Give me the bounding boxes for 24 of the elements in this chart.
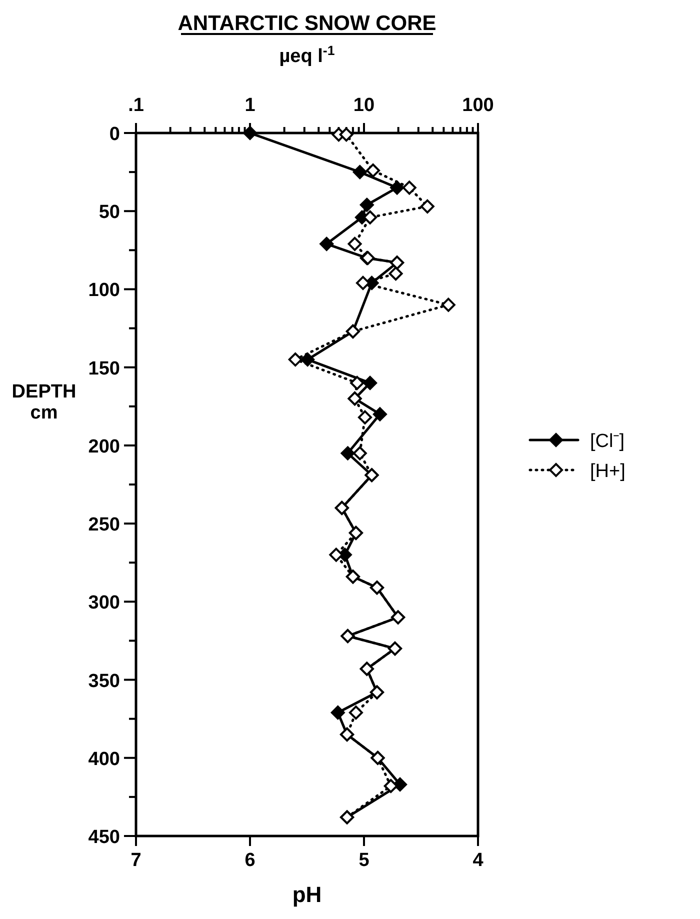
x2-tick-label: 100 xyxy=(462,95,494,116)
x2-tick-label: 10 xyxy=(353,95,375,116)
x-axis-title: pH xyxy=(292,882,322,907)
y-tick-label: 350 xyxy=(88,670,120,692)
x2-tick-label: 1 xyxy=(244,95,256,116)
x-tick-label: 7 xyxy=(130,850,142,871)
x2-tick-label: .1 xyxy=(128,95,144,116)
y-tick-label: 200 xyxy=(88,436,120,458)
x-tick-label: 4 xyxy=(472,850,484,871)
y-tick-label: 400 xyxy=(88,748,120,770)
y-tick-label: 0 xyxy=(109,124,120,145)
y-tick-label: 150 xyxy=(88,358,120,380)
y-tick-label: 300 xyxy=(88,592,120,614)
y-tick-label: 450 xyxy=(88,827,120,848)
y-tick-label: 250 xyxy=(88,514,120,536)
legend-label: [H+] xyxy=(590,461,626,482)
y-axis-title: DEPTH cm xyxy=(12,381,76,424)
x2-axis-title: µeq l$^{-1}$ xyxy=(279,42,336,67)
y-tick-label: 100 xyxy=(88,280,120,302)
chart-title: ANTARCTIC SNOW CORE xyxy=(178,12,436,35)
legend-label: [Cl⁻] xyxy=(590,431,624,452)
x-tick-label: 5 xyxy=(358,850,370,871)
y-tick-label: 50 xyxy=(98,202,120,224)
x-tick-label: 6 xyxy=(244,850,256,871)
